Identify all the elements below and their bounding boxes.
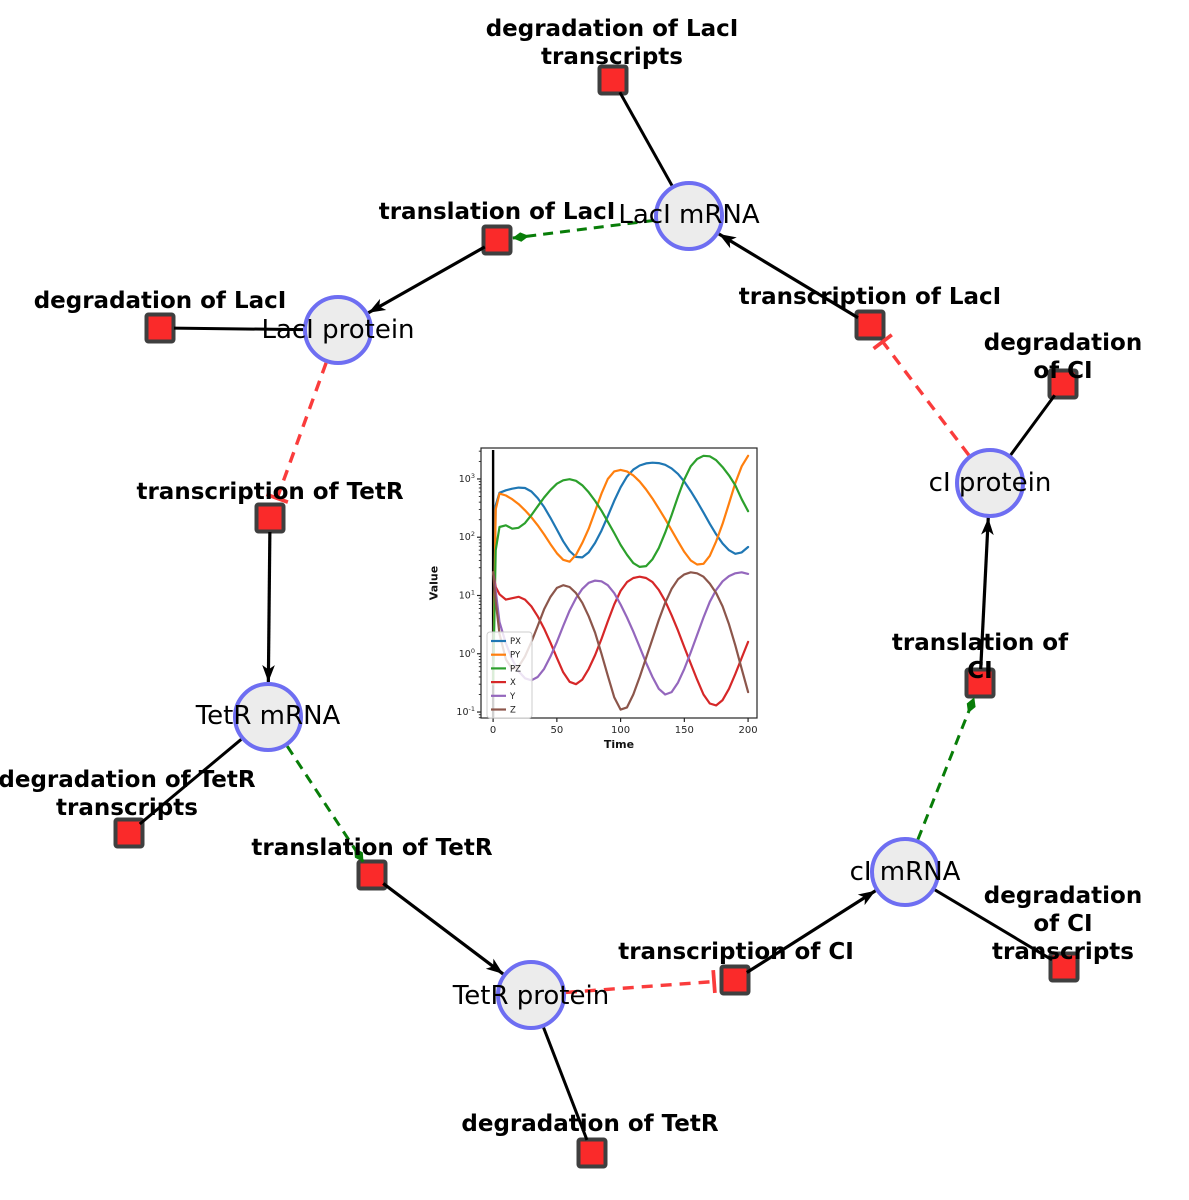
reaction-node-translation-of-laci[interactable] [481,224,513,256]
legend-entry-z: Z [510,706,516,716]
legend-entry-x: X [510,678,516,688]
legend-entry-pz: PZ [510,664,521,674]
reaction-label-degradation-of-laci: degradation of LacI [33,287,287,314]
reaction-label-degradation-of-laci-transcripts: degradation of LacI transcripts [485,15,739,70]
species-label-laci-mrna: LacI mRNA [618,200,760,230]
species-label-tetr-protein: TetR protein [452,981,610,1011]
reaction-label-transcription-of-laci: transcription of LacI [738,283,1002,310]
reaction-node-transcription-of-ci[interactable] [719,964,751,996]
reaction-label-degradation-of-ci: degradation of CI [983,329,1143,384]
species-node-ci-protein[interactable] [955,448,1025,518]
edge-consumption-ci-protein-to-deg-ci [1009,394,1056,456]
chart-x-tick-label: 0 [490,725,496,736]
chart-y-tick-label: 103 [459,472,475,485]
reaction-node-transcription-of-laci[interactable] [854,309,886,341]
chart-series-px [491,461,750,686]
species-node-tetr-mrna[interactable] [233,682,303,752]
chart-y-tick-label: 101 [459,589,475,602]
legend-entry-px: PX [510,637,521,647]
chart-x-tick-label: 50 [550,725,563,736]
reaction-node-degradation-of-tetr-transcripts[interactable] [113,817,145,849]
reaction-label-translation-of-ci: translation of CI [891,629,1069,684]
inset-time-series-chart: 10-1 100 101 102 103 0 50 100 150 200 PX PY PZ X Y Z Ti… [425,440,775,765]
chart-y-tick-label: 10-1 [456,705,475,718]
reaction-label-degradation-of-ci-transcripts: degradation of CI transcripts [983,882,1143,966]
species-label-ci-mrna: cI mRNA [849,857,961,887]
species-node-ci-mrna[interactable] [870,837,940,907]
edge-inhibition-ci-protein-to-transcription-laci [872,333,971,457]
species-label-tetr-mrna: TetR mRNA [195,701,341,731]
edge-modifier-ci-mrna-to-translation-ci [916,697,976,841]
chart-axes-frame [480,447,758,719]
edge-production-transcription-tetr-to-tetr-mrna [262,531,275,683]
chart-y-tick-label: 102 [459,530,475,543]
reaction-node-degradation-of-laci[interactable] [144,312,176,344]
chart-y-tick-label: 100 [459,647,475,660]
reaction-label-degradation-of-tetr: degradation of TetR [461,1110,719,1137]
species-label-ci-protein: cI protein [928,468,1052,498]
species-node-laci-protein[interactable] [303,295,373,365]
reaction-label-translation-of-laci: translation of LacI [378,198,616,225]
legend-entry-py: PY [510,651,521,661]
chart-series-pz [491,454,750,686]
reaction-node-degradation-of-ci[interactable] [1047,368,1079,400]
chart-y-axis-label: Value [427,565,441,601]
legend-entry-y: Y [509,692,516,702]
chart-x-axis-label: Time [603,738,635,751]
reaction-label-degradation-of-tetr-transcripts: degradation of TetR transcripts [0,766,256,821]
species-label-laci-protein: LacI protein [261,315,415,345]
reaction-node-translation-of-ci[interactable] [964,667,996,699]
reaction-node-degradation-of-laci-transcripts[interactable] [597,64,629,96]
chart-x-tick-label: 200 [739,725,758,736]
edge-production-translation-laci-to-laci-protein [367,245,486,315]
chart-x-tick-label: 150 [675,725,694,736]
reaction-node-transcription-of-tetr[interactable] [254,502,286,534]
reaction-node-degradation-of-tetr[interactable] [576,1137,608,1169]
edge-production-translation-tetr-to-tetr-protein [382,882,505,976]
chart-x-tick-label: 100 [611,725,630,736]
reaction-node-degradation-of-ci-transcripts[interactable] [1048,951,1080,983]
reaction-node-translation-of-tetr[interactable] [356,859,388,891]
edge-consumption-laci-mrna-to-deg-laci-transcripts [618,91,674,187]
species-node-laci-mrna[interactable] [654,181,724,251]
reaction-label-transcription-of-tetr: transcription of TetR [136,478,404,505]
chart-plot-area: 10-1 100 101 102 103 0 50 100 150 200 PX PY PZ XYZ [456,447,758,736]
species-node-tetr-protein[interactable] [496,960,566,1030]
reaction-label-translation-of-tetr: translation of TetR [251,834,493,861]
reaction-label-transcription-of-ci: transcription of CI [618,938,854,965]
